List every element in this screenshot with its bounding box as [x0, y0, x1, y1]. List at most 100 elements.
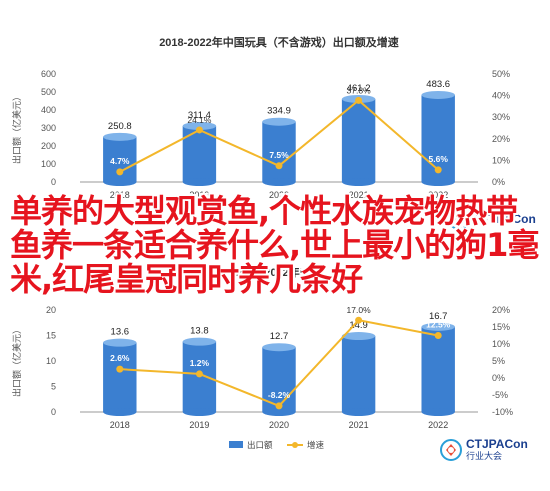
line-point: [434, 166, 442, 174]
bar-top: [341, 332, 376, 341]
line-value-label: 1.2%: [190, 358, 210, 368]
line-point: [275, 162, 283, 170]
line-point: [116, 365, 124, 373]
chart-1-svg: 2018-2022年中国玩具（不含游戏）出口额及增速 0 100 200 300 400 5…: [11, 35, 510, 200]
line-value-label: -8.2%: [268, 390, 291, 400]
logo-mark-icon-top: [448, 208, 470, 230]
bar-top: [103, 132, 137, 141]
logo-tagline: 行业大会: [466, 451, 503, 461]
line-value-label: 4.7%: [110, 156, 130, 166]
line-point: [355, 96, 363, 104]
ctjpacon-logo: CTJPACon 行业大会: [440, 438, 528, 462]
y2-tick-label: 15%: [492, 322, 510, 332]
bar-base: [341, 178, 376, 186]
bar-base: [103, 408, 137, 416]
y-tick-label: 500: [41, 87, 56, 97]
legend-swatch-bar: [229, 441, 243, 448]
bar-top: [103, 338, 137, 347]
logo-brand-top: CTJPACon: [474, 212, 536, 226]
bar-base: [182, 408, 217, 416]
bar-top: [182, 337, 217, 346]
bar-top: [262, 117, 296, 126]
y2-tick-label: 5%: [492, 356, 505, 366]
bar-value-label: 461.2: [347, 83, 371, 94]
line-point: [434, 332, 442, 339]
bar-base: [421, 408, 455, 416]
bar: [262, 121, 296, 182]
y-tick-label: 100: [41, 159, 56, 169]
x-tick-label: 2021: [349, 420, 369, 430]
bar-base: [262, 408, 296, 416]
line-value-label: 17.0%: [347, 305, 372, 315]
y2-tick-label: 10%: [492, 155, 510, 165]
bar-value-label: 13.6: [111, 327, 130, 338]
ctjpacon-logo-top: CTJPACon: [448, 208, 536, 230]
line-point: [275, 402, 283, 410]
bar-value-label: 334.9: [267, 106, 291, 117]
y-tick-label: 10: [46, 356, 56, 366]
bar-base: [341, 408, 376, 416]
x-tick-label: 2019: [189, 190, 209, 200]
bar: [262, 347, 296, 412]
y2-tick-label: 0%: [492, 177, 505, 187]
y2-tick-label: -5%: [492, 390, 508, 400]
x-tick-label: 2019: [189, 420, 209, 430]
bar: [341, 98, 376, 182]
headline-overlay: 单养的大型观赏鱼,个性水族宠物热带鱼养一条适合养什么,世上最小的狗1毫米,红尾皇…: [10, 192, 539, 298]
legend-label: 增速: [307, 440, 325, 450]
y-tick-label: 600: [41, 69, 56, 79]
bar-top: [262, 343, 296, 352]
line-value-label: 37.8%: [347, 85, 372, 95]
bar-value-label: 14.9: [349, 320, 368, 331]
bar-base: [103, 178, 137, 186]
bar-base: [421, 178, 455, 186]
bar-value-label: 311.4: [188, 110, 211, 121]
chart-title: 2018-2022年中国玩具（不含游戏）出口额及增速: [159, 35, 399, 49]
bar-value-label: 13.8: [190, 326, 209, 337]
chart-panel-2: 2018-2022年中国 0 5 10 15 20 -10% -5% 0% 5% 10% 15% 20%…: [0, 214, 550, 486]
x-tick-label: 2018: [110, 190, 130, 200]
bar-value-label: 250.8: [108, 121, 132, 132]
logo-brand: CTJPACon: [466, 437, 528, 451]
y2-tick-label: 50%: [492, 69, 510, 79]
line-value-label: 7.5%: [269, 150, 289, 160]
bar-value-label: 12.7: [270, 331, 289, 342]
y2-tick-label: 0%: [492, 373, 505, 383]
legend-label: 出口额: [247, 440, 273, 450]
line-value-label: 5.6%: [429, 154, 449, 164]
bar-base: [262, 178, 296, 186]
x-tick-label: 2020: [269, 190, 289, 200]
line-point: [355, 316, 363, 324]
bar: [421, 326, 455, 412]
bar-top: [421, 90, 455, 99]
x-tick-label: 2018: [110, 420, 130, 430]
y-tick-label: 400: [41, 105, 56, 115]
chart-panel-1: 2018-2022年中国玩具（不含游戏）出口额及增速 0 100 200 300 400 5…: [0, 0, 550, 214]
y-tick-label: 20: [46, 305, 56, 315]
bar-top: [421, 322, 455, 331]
chart-2-svg: 2018-2022年中国 0 5 10 15 20 -10% -5% 0% 5% 10% 15% 20%…: [11, 265, 513, 450]
bar-value-label: 483.6: [426, 79, 450, 90]
line-point: [116, 168, 124, 176]
y-tick-label: 15: [46, 331, 56, 341]
bar-value-label: 16.7: [429, 311, 448, 322]
y-tick-label: 0: [51, 407, 56, 417]
y2-tick-label: 20%: [492, 134, 510, 144]
y2-tick-label: 20%: [492, 305, 510, 315]
bar-top: [182, 121, 217, 130]
y2-tick-label: 40%: [492, 91, 510, 101]
line-value-label: 24.1%: [187, 115, 212, 125]
bar: [341, 336, 376, 412]
x-tick-label: 2021: [349, 190, 369, 200]
x-tick-label: 2022: [428, 420, 448, 430]
y2-tick-label: 30%: [492, 112, 510, 122]
chart-title: 2018-2022年中国: [236, 265, 322, 279]
y-tick-label: 0: [51, 177, 56, 187]
y-tick-label: 200: [41, 141, 56, 151]
y-tick-label: 5: [51, 382, 56, 392]
x-tick-label: 2022: [428, 190, 448, 200]
y-tick-label: 300: [41, 123, 56, 133]
legend-marker: [292, 442, 298, 448]
y-axis-label: 出口额（亿美元）: [11, 92, 22, 164]
y2-tick-label: 10%: [492, 339, 510, 349]
